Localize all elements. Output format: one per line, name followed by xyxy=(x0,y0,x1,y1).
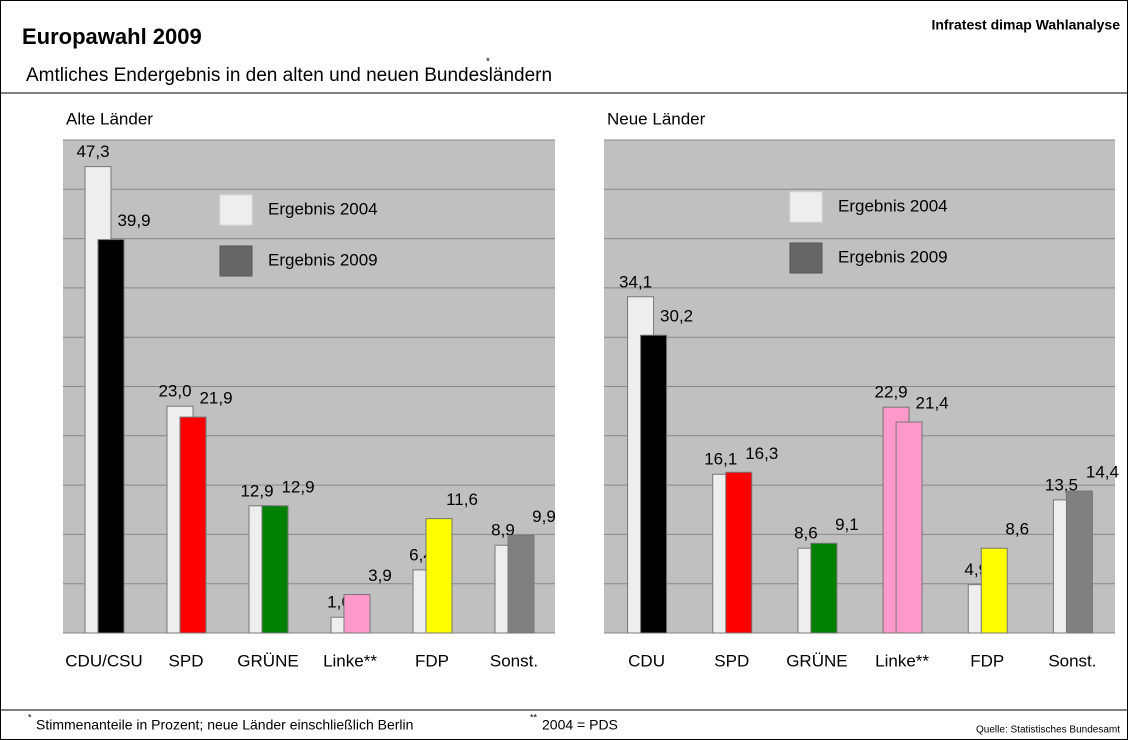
bar xyxy=(640,334,668,634)
value-label: 16,1 xyxy=(704,450,737,469)
x-tick-label: FDP xyxy=(970,651,1004,670)
x-tick-label: GRÜNE xyxy=(786,651,847,670)
panel-title: Alte Länder xyxy=(66,109,153,128)
x-tick-label: Linke** xyxy=(875,651,929,670)
x-tick-label: Sonst. xyxy=(490,651,538,670)
bar xyxy=(425,518,453,634)
value-label: 3,9 xyxy=(368,566,392,585)
title: Europawahl 2009 xyxy=(22,24,202,49)
value-label: 9,9 xyxy=(532,507,556,526)
bar xyxy=(179,416,207,634)
x-tick-label: GRÜNE xyxy=(237,651,298,670)
bar xyxy=(507,534,535,634)
value-label: 21,4 xyxy=(916,393,949,412)
value-label: 23,0 xyxy=(158,382,191,401)
x-tick-label: SPD xyxy=(169,651,204,670)
value-label: 9,1 xyxy=(835,515,859,534)
value-label: 22,9 xyxy=(875,383,908,402)
value-label: 14,4 xyxy=(1086,463,1119,482)
bar xyxy=(261,505,289,634)
bar xyxy=(725,471,753,634)
bar xyxy=(895,421,923,634)
legend-label: Ergebnis 2004 xyxy=(268,199,378,218)
footnote-mark: * xyxy=(28,712,32,722)
bar xyxy=(980,547,1008,634)
value-label: 16,3 xyxy=(745,444,778,463)
x-tick-label: SPD xyxy=(714,651,749,670)
value-label: 30,2 xyxy=(660,307,693,326)
legend-swatch xyxy=(789,242,823,274)
value-label: 39,9 xyxy=(117,211,150,230)
value-label: 21,9 xyxy=(199,389,232,408)
value-label: 13,5 xyxy=(1045,475,1078,494)
subtitle-mark: * xyxy=(486,57,490,68)
bar xyxy=(1065,490,1093,634)
bar xyxy=(97,239,125,634)
legend-swatch xyxy=(789,191,823,223)
legend-swatch xyxy=(219,245,253,277)
source: Infratest dimap Wahlanalyse xyxy=(931,17,1120,33)
legend-swatch xyxy=(219,194,253,226)
footnote: 2004 = PDS xyxy=(542,717,618,733)
credit: Quelle: Statistisches Bundesamt xyxy=(976,725,1120,736)
panel-title: Neue Länder xyxy=(607,109,706,128)
x-tick-label: CDU xyxy=(628,651,665,670)
value-label: 8,6 xyxy=(794,524,818,543)
legend-label: Ergebnis 2009 xyxy=(268,250,378,269)
x-tick-label: FDP xyxy=(415,651,449,670)
legend-label: Ergebnis 2004 xyxy=(838,196,948,215)
value-label: 12,9 xyxy=(281,477,314,496)
value-label: 11,6 xyxy=(446,490,478,509)
value-label: 34,1 xyxy=(619,272,652,291)
bar xyxy=(810,542,838,634)
value-label: 47,3 xyxy=(76,142,109,161)
value-label: 12,9 xyxy=(240,481,273,500)
value-label: 8,6 xyxy=(1005,520,1029,539)
x-tick-label: CDU/CSU xyxy=(65,651,142,670)
footnote: Stimmenanteile in Prozent; neue Länder e… xyxy=(36,717,413,733)
x-tick-label: Sonst. xyxy=(1048,651,1096,670)
x-tick-label: Linke** xyxy=(323,651,377,670)
footnote-mark: ** xyxy=(530,712,538,722)
subtitle: Amtliches Endergebnis in den alten und n… xyxy=(26,65,552,86)
legend-label: Ergebnis 2009 xyxy=(838,247,948,266)
bar xyxy=(343,594,371,634)
